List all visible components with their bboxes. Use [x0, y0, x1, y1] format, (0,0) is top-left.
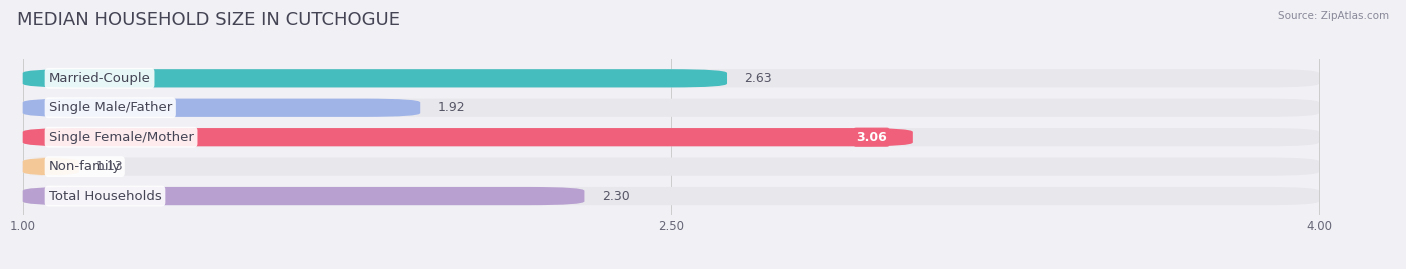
FancyBboxPatch shape	[22, 69, 1319, 87]
FancyBboxPatch shape	[22, 99, 1319, 117]
Text: Total Households: Total Households	[49, 190, 162, 203]
FancyBboxPatch shape	[22, 187, 585, 205]
Text: Married-Couple: Married-Couple	[49, 72, 150, 85]
Text: Single Female/Mother: Single Female/Mother	[49, 131, 194, 144]
FancyBboxPatch shape	[22, 128, 912, 146]
FancyBboxPatch shape	[22, 99, 420, 117]
FancyBboxPatch shape	[22, 187, 1319, 205]
Text: 3.06: 3.06	[856, 131, 887, 144]
FancyBboxPatch shape	[22, 158, 79, 176]
Text: Source: ZipAtlas.com: Source: ZipAtlas.com	[1278, 11, 1389, 21]
FancyBboxPatch shape	[22, 128, 1319, 146]
Text: MEDIAN HOUSEHOLD SIZE IN CUTCHOGUE: MEDIAN HOUSEHOLD SIZE IN CUTCHOGUE	[17, 11, 399, 29]
Text: 2.30: 2.30	[602, 190, 630, 203]
FancyBboxPatch shape	[22, 158, 1319, 176]
Text: 2.63: 2.63	[744, 72, 772, 85]
Text: 1.92: 1.92	[437, 101, 465, 114]
Text: Non-family: Non-family	[49, 160, 121, 173]
Text: 1.13: 1.13	[96, 160, 124, 173]
Text: Single Male/Father: Single Male/Father	[49, 101, 172, 114]
FancyBboxPatch shape	[22, 69, 727, 87]
